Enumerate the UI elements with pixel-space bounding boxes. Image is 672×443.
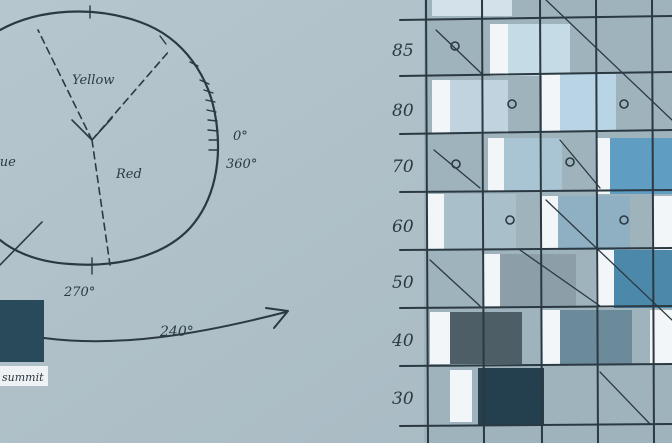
wheel-circle (0, 10, 220, 266)
arrow-label: 240° (159, 324, 194, 340)
arrow-shaft (43, 311, 287, 343)
swatch-r4-b (558, 196, 630, 250)
wheel-dividers (37, 29, 171, 266)
swatch-r6-white-c (650, 310, 672, 364)
label-360-degrees: 360° (226, 157, 257, 172)
color-wheel-sketch: Yellow Red Blue 0° 360° 270° (0, 5, 257, 300)
swatch-r4-white-a (426, 194, 446, 250)
row-labels: 85 80 70 60 50 40 30 (391, 41, 414, 409)
summit-swatch: summit (0, 300, 48, 386)
summit-swatch-tag (0, 366, 48, 386)
swatch-r6-white-a (430, 312, 452, 364)
row-label-70: 70 (392, 157, 414, 177)
swatch-r1-a (508, 24, 570, 76)
label-0-degrees: 0° (233, 129, 248, 144)
row-label-85: 85 (392, 41, 414, 61)
row-label-50: 50 (392, 273, 414, 293)
swatch-r7-a (478, 368, 544, 426)
row-label-40: 40 (391, 331, 414, 351)
swatch-r2-a (450, 80, 508, 134)
swatch-r4-white-c (652, 196, 672, 250)
row-label-30: 30 (392, 389, 414, 409)
row-label-60: 60 (392, 217, 414, 237)
label-270-degrees: 270° (63, 285, 95, 300)
wheel-ticks (89, 5, 219, 275)
swatch-r0-a (432, 0, 512, 16)
label-blue: Blue (0, 155, 16, 170)
swatch-r5-b (614, 250, 672, 308)
swatch-r6-a (450, 312, 522, 364)
wheel-sweep-line (0, 221, 43, 266)
swatch-r3-white-b (596, 138, 612, 194)
wheel-center-mark (71, 117, 113, 141)
swatch-r4-a (444, 194, 516, 250)
swatch-r2-white-a (432, 80, 452, 134)
swatch-r3-white-a (488, 138, 506, 192)
rotation-arrow: 240° (43, 307, 289, 343)
swatch-r2-white-b (542, 74, 562, 132)
swatch-r5-white-a (484, 254, 502, 308)
summit-swatch-color (0, 300, 44, 362)
swatch-grid: 85 80 70 60 50 40 30 (391, 0, 672, 443)
swatch-r6-b (560, 310, 632, 364)
swatch-r4-white-b (540, 196, 560, 250)
swatch-r7-white-a (450, 370, 472, 422)
label-red: Red (115, 167, 142, 182)
row-label-80: 80 (392, 101, 414, 121)
swatch-r3-b (610, 138, 672, 194)
grid-diagonals (429, 0, 672, 425)
swatch-r3-a (504, 138, 562, 192)
swatch-r6-white-b (542, 310, 562, 364)
arrow-head (265, 307, 289, 329)
label-yellow: Yellow (72, 73, 114, 88)
swatch-r1-white (490, 24, 510, 76)
summit-swatch-label: summit (2, 371, 44, 384)
swatch-r5-white-b (596, 250, 616, 308)
grid-circle-marks (450, 41, 629, 225)
swatch-r2-b (560, 74, 616, 132)
